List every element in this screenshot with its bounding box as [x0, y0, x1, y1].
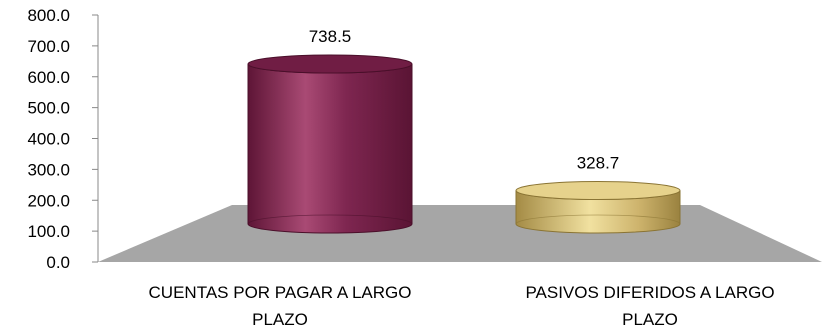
- y-tick-label: 0.0: [46, 253, 70, 272]
- bar-base-rim: [247, 214, 413, 225]
- category-labels-group: CUENTAS POR PAGAR A LARGO PLAZO PASIVOS DI…: [149, 283, 775, 329]
- y-tick-label: 200.0: [27, 191, 70, 210]
- y-tick-label: 500.0: [27, 99, 70, 118]
- data-label: 738.5: [309, 27, 352, 46]
- bar-top-cap: [247, 54, 413, 74]
- bar-2: [515, 181, 681, 234]
- data-labels-group: 738.5 328.7: [309, 27, 620, 173]
- category-label: PLAZO: [252, 310, 308, 329]
- bar-base-rim: [515, 214, 681, 225]
- y-tick-label: 600.0: [27, 68, 70, 87]
- category-label: PLAZO: [622, 310, 678, 329]
- y-tick-label: 400.0: [27, 130, 70, 149]
- bar-1: [247, 54, 413, 234]
- category-label: PASIVOS DIFERIDOS A LARGO: [525, 283, 774, 302]
- y-tick-label: 100.0: [27, 222, 70, 241]
- floor-plane: [98, 205, 822, 262]
- y-axis-ticks: 0.0 100.0 200.0 300.0 400.0 500.0 600.0 700.0 80…: [27, 6, 98, 272]
- bars-group: [247, 54, 681, 234]
- y-tick-label: 300.0: [27, 160, 70, 179]
- data-label: 328.7: [577, 154, 620, 173]
- bar-top-cap: [515, 181, 681, 201]
- bar-body: [247, 63, 413, 234]
- y-tick-label: 800.0: [27, 6, 70, 25]
- category-label: CUENTAS POR PAGAR A LARGO: [149, 283, 412, 302]
- y-tick-label: 700.0: [27, 37, 70, 56]
